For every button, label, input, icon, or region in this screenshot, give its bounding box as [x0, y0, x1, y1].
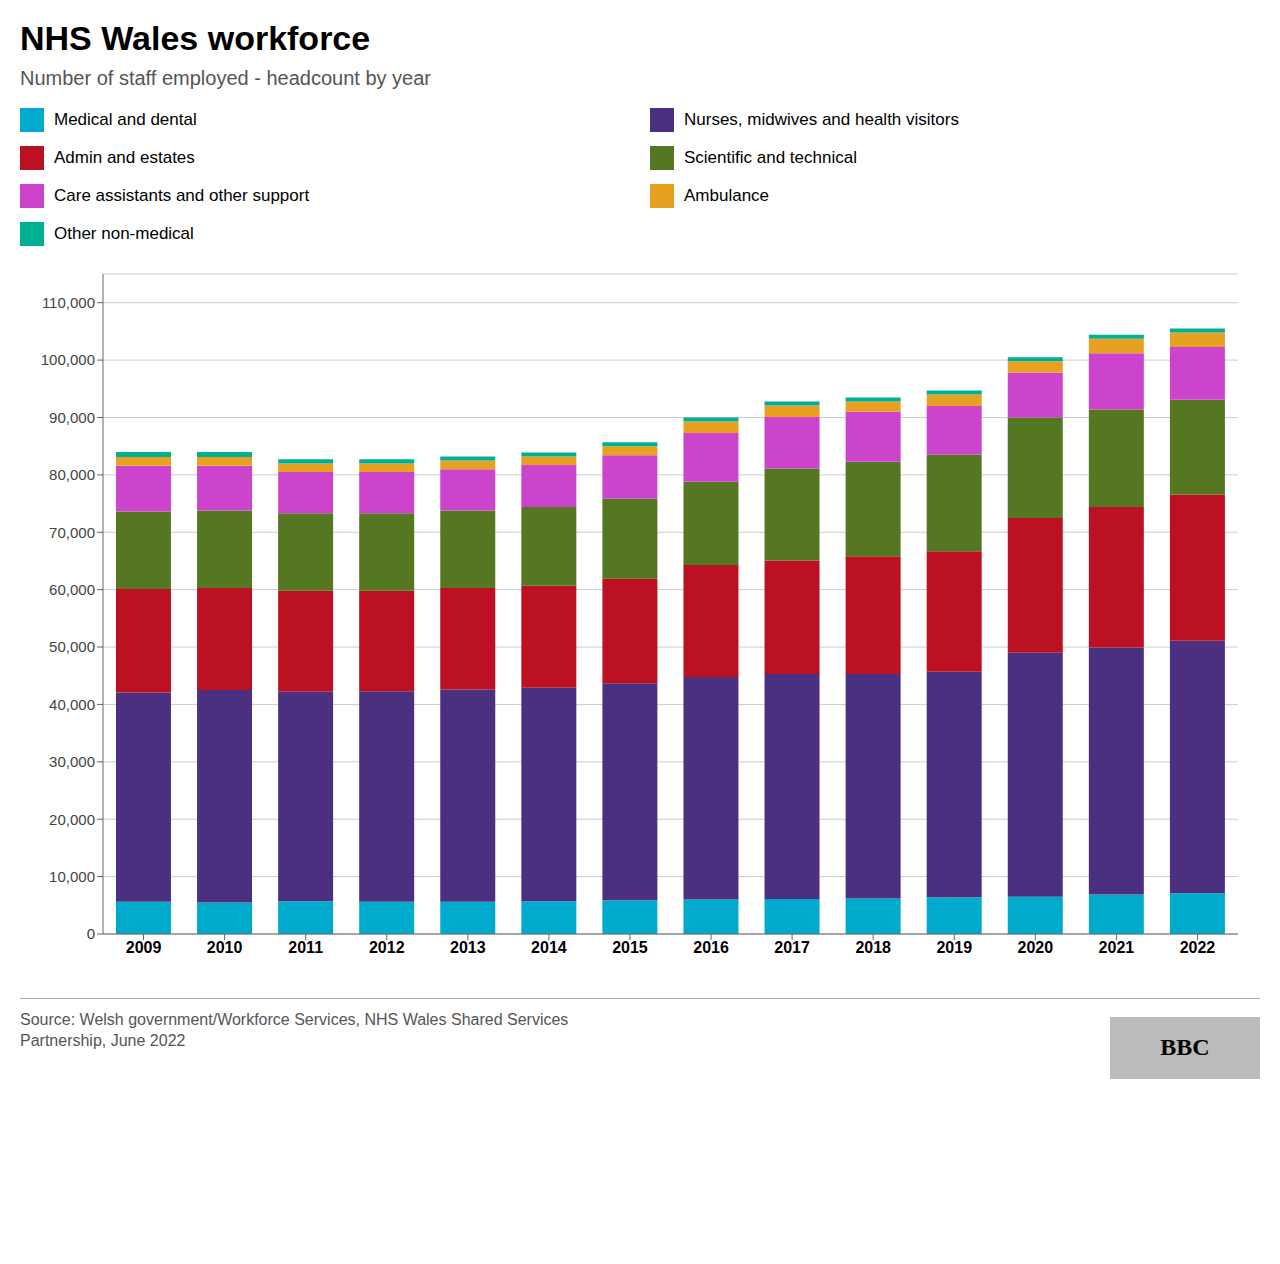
svg-text:2021: 2021: [1099, 939, 1135, 956]
svg-text:2015: 2015: [612, 939, 648, 956]
svg-text:70,000: 70,000: [49, 523, 95, 540]
svg-text:2020: 2020: [1018, 939, 1054, 956]
svg-text:10,000: 10,000: [49, 868, 95, 885]
html-text:Scientific and technical: Scientific and technical: [684, 147, 857, 167]
svg-text:2011: 2011: [288, 939, 323, 956]
svg-text:2017: 2017: [774, 939, 810, 956]
html-text:NHS Wales workforce: NHS Wales workforce: [20, 19, 371, 57]
html-text:Medical and dental: Medical and dental: [54, 109, 197, 129]
svg-text:2009: 2009: [126, 939, 162, 956]
svg-text:2022: 2022: [1180, 939, 1216, 956]
svg-text:2014: 2014: [531, 939, 567, 956]
html-text:Admin and estates: Admin and estates: [54, 147, 195, 167]
svg-text:30,000: 30,000: [49, 753, 95, 770]
html-text:Number of staff employed - hea: Number of staff employed - headcount by …: [20, 66, 431, 89]
svg-text:90,000: 90,000: [49, 409, 95, 426]
svg-text:50,000: 50,000: [49, 638, 95, 655]
svg-text:100,000: 100,000: [41, 351, 95, 368]
svg-text:2019: 2019: [936, 939, 972, 956]
svg-text:2016: 2016: [693, 939, 729, 956]
html-text:Other non-medical: Other non-medical: [54, 223, 194, 243]
html-text:Ambulance: Ambulance: [684, 185, 770, 205]
html-text:BBC: BBC: [1160, 1034, 1210, 1061]
svg-text:2013: 2013: [450, 939, 486, 956]
html-text:Care assistants and other supp: Care assistants and other support: [54, 185, 310, 205]
svg-text:60,000: 60,000: [49, 581, 95, 598]
svg-text:2018: 2018: [855, 939, 891, 956]
svg-text:20,000: 20,000: [49, 810, 95, 827]
svg-text:110,000: 110,000: [42, 294, 95, 311]
svg-text:40,000: 40,000: [49, 696, 95, 713]
svg-text:2012: 2012: [369, 939, 405, 956]
svg-text:80,000: 80,000: [49, 466, 95, 483]
html-text:Source: Welsh government/Workf: Source: Welsh government/Workforce Servi…: [20, 1010, 569, 1050]
svg-text:2010: 2010: [207, 939, 243, 956]
html-text:Nurses, midwives and health vi: Nurses, midwives and health visitors: [684, 109, 959, 129]
svg-text:0: 0: [87, 925, 95, 942]
